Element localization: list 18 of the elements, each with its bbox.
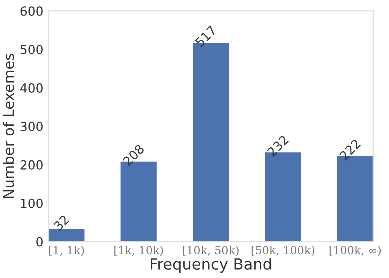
x-tick-label: [1k, 10k) [114, 246, 164, 256]
x-tick-label: [10k, 50k) [183, 246, 239, 256]
y-axis-title: Number of Lexemes [3, 54, 14, 198]
data-label: 222 [339, 139, 362, 161]
data-label: 232 [267, 135, 290, 158]
y-tick-label: 600 [20, 6, 43, 16]
y-tick-label: 500 [20, 45, 43, 55]
bar [48, 230, 85, 242]
y-tick-label: 0 [36, 237, 43, 247]
y-tick-label: 400 [20, 84, 43, 93]
data-label: 32 [53, 214, 70, 232]
y-tick-label: 100 [21, 198, 43, 208]
y-tick-label: 200 [20, 160, 43, 170]
x-tick-label: [100k, ∞) [330, 246, 381, 256]
x-tick-label: [1, 1k) [49, 246, 84, 256]
x-axis-title: Frequency Band [151, 258, 272, 273]
y-tick-label: 300 [20, 122, 43, 132]
x-tick-label: [50k, 100k) [252, 246, 315, 256]
